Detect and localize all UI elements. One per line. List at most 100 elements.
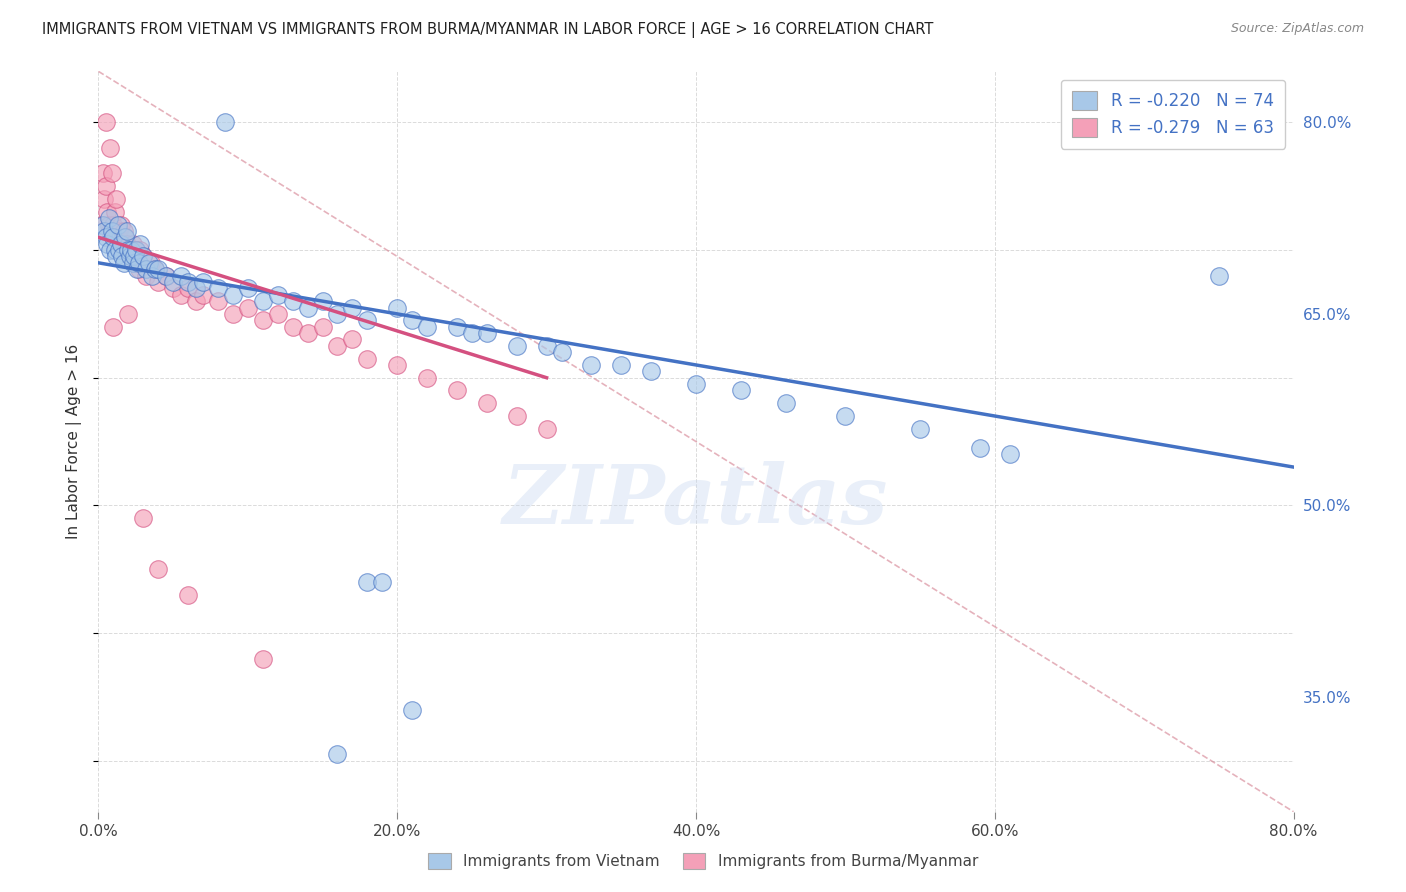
Point [371,574,394,589]
Point [129,243,152,257]
Point [297,301,319,315]
Point [214,115,236,129]
Point [98,224,122,238]
Point [236,281,259,295]
Point [97,218,120,232]
Point [117,307,139,321]
Point [191,287,214,301]
Point [536,422,558,436]
Point [536,339,558,353]
Point [139,256,162,270]
Point [96,236,118,251]
Point [177,281,200,295]
Point [177,275,200,289]
Point [93,224,115,238]
Point [969,441,991,455]
Point [908,422,931,436]
Point [135,262,157,277]
Point [94,179,117,194]
Point [356,351,378,366]
Point [401,313,423,327]
Point [118,250,141,264]
Point [730,384,752,398]
Point [105,250,128,264]
Point [103,230,125,244]
Point [506,409,529,423]
Point [91,166,114,180]
Point [177,588,200,602]
Point [184,294,207,309]
Point [342,301,364,315]
Point [105,192,128,206]
Point [103,218,125,232]
Point [104,204,127,219]
Point [125,243,148,257]
Point [148,275,170,289]
Point [121,256,143,270]
Point [141,268,163,283]
Point [506,339,529,353]
Point [104,243,127,257]
Point [127,256,149,270]
Point [184,281,207,295]
Point [550,345,572,359]
Point [107,218,129,232]
Point [107,230,129,244]
Point [685,377,707,392]
Point [108,243,131,257]
Point [121,236,143,251]
Point [1208,268,1230,283]
Point [124,250,146,264]
Text: Source: ZipAtlas.com: Source: ZipAtlas.com [1230,22,1364,36]
Point [311,294,333,309]
Point [94,230,117,244]
Point [115,236,138,251]
Point [148,262,170,277]
Point [207,281,229,295]
Point [114,230,136,244]
Text: IMMIGRANTS FROM VIETNAM VS IMMIGRANTS FROM BURMA/MYANMAR IN LABOR FORCE | AGE > : IMMIGRANTS FROM VIETNAM VS IMMIGRANTS FR… [42,22,934,38]
Point [169,268,191,283]
Point [252,313,274,327]
Point [236,301,259,315]
Point [120,243,142,257]
Legend: Immigrants from Vietnam, Immigrants from Burma/Myanmar: Immigrants from Vietnam, Immigrants from… [422,847,984,875]
Point [118,250,141,264]
Point [581,358,603,372]
Point [461,326,484,340]
Point [110,218,132,232]
Point [640,364,662,378]
Point [132,250,155,264]
Point [120,243,142,257]
Point [356,574,378,589]
Point [834,409,856,423]
Point [356,313,378,327]
Point [252,651,274,665]
Point [191,275,214,289]
Point [98,243,122,257]
Point [117,243,139,257]
Point [998,447,1021,461]
Point [91,218,114,232]
Point [162,275,184,289]
Point [94,115,117,129]
Point [207,294,229,309]
Point [111,243,134,257]
Point [117,243,139,257]
Point [90,218,112,232]
Point [385,358,409,372]
Point [112,224,135,238]
Point [222,307,245,321]
Point [281,319,304,334]
Point [775,396,797,410]
Point [326,307,349,321]
Point [311,319,333,334]
Point [342,333,364,347]
Point [401,703,423,717]
Point [112,256,135,270]
Legend: R = -0.220   N = 74, R = -0.279   N = 63: R = -0.220 N = 74, R = -0.279 N = 63 [1060,79,1285,149]
Point [155,268,177,283]
Point [446,319,468,334]
Point [475,396,498,410]
Point [148,562,170,576]
